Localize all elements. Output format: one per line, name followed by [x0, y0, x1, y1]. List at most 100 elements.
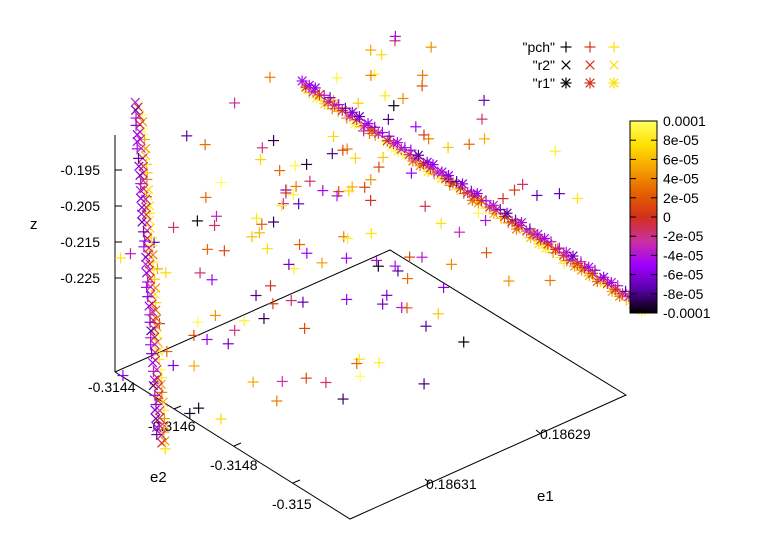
- data-point: [144, 207, 156, 219]
- data-point: [151, 413, 161, 424]
- data-point: [553, 188, 565, 200]
- data-point: [141, 252, 151, 263]
- data-point: [276, 375, 288, 387]
- data-point: [542, 238, 554, 250]
- data-point: [550, 243, 562, 255]
- colorbar-tick-label: 4e-05: [663, 171, 699, 187]
- e1-tick-mark: [424, 478, 431, 484]
- data-point: [353, 353, 365, 365]
- data-point: [181, 130, 193, 142]
- data-point: [132, 129, 142, 140]
- colorbar-tick-label: 0: [663, 209, 671, 225]
- data-point: [365, 194, 377, 206]
- data-point: [612, 280, 624, 292]
- data-point: [480, 195, 492, 207]
- data-point: [328, 131, 340, 143]
- data-point: [377, 151, 389, 163]
- data-point: [405, 167, 417, 179]
- data-point: [160, 267, 172, 279]
- data-point: [134, 161, 144, 171]
- data-point: [405, 144, 417, 156]
- data-point: [285, 295, 297, 307]
- data-point: [209, 309, 221, 321]
- data-point: [326, 148, 338, 160]
- z-axis-label: z: [30, 216, 38, 233]
- data-point: [131, 143, 143, 155]
- data-point: [419, 200, 431, 212]
- data-point: [481, 247, 493, 259]
- data-point: [117, 370, 129, 382]
- data-point: [456, 178, 468, 190]
- data-point: [150, 405, 160, 415]
- data-point: [353, 111, 365, 123]
- data-point: [453, 226, 465, 238]
- data-point: [560, 77, 572, 89]
- data-point: [598, 271, 610, 283]
- colorbar-tick-label: 0.0001: [663, 113, 706, 129]
- data-point: [365, 69, 377, 81]
- data-point: [320, 377, 332, 389]
- data-point: [258, 313, 270, 325]
- data-point: [299, 322, 311, 334]
- data-point: [150, 347, 160, 358]
- data-point: [331, 72, 343, 84]
- data-point: [435, 217, 447, 229]
- data-point: [218, 245, 230, 257]
- data-point: [261, 243, 273, 255]
- data-point: [124, 248, 136, 260]
- data-point: [379, 90, 391, 102]
- legend-label: "pch": [522, 39, 555, 55]
- data-point: [463, 138, 475, 150]
- data-point: [138, 241, 150, 253]
- data-point: [255, 154, 267, 166]
- data-point: [401, 302, 413, 314]
- data-point: [480, 214, 492, 226]
- data-point: [376, 127, 388, 139]
- data-point: [215, 177, 227, 189]
- data-point: [381, 289, 393, 301]
- data-point: [141, 281, 153, 293]
- data-point: [531, 189, 543, 201]
- colorbar-tick-label: -2e-05: [663, 228, 704, 244]
- data-point: [144, 316, 156, 328]
- data-point: [222, 338, 234, 350]
- data-point: [316, 257, 328, 269]
- data-point: [287, 189, 299, 201]
- data-point: [188, 360, 200, 372]
- data-point: [479, 133, 491, 145]
- data-point: [377, 298, 389, 310]
- data-point: [154, 413, 165, 423]
- data-point: [560, 41, 572, 53]
- data-point: [293, 198, 305, 210]
- data-point: [341, 143, 353, 155]
- data-point: [130, 105, 141, 115]
- data-point: [141, 268, 152, 278]
- legend-label: "r1": [533, 75, 555, 91]
- data-point: [418, 378, 430, 390]
- data-point: [132, 136, 142, 147]
- data-point: [301, 247, 313, 259]
- data-point: [290, 180, 302, 192]
- data-point: [256, 142, 268, 154]
- data-point: [549, 145, 561, 157]
- axes-frame: [114, 135, 628, 520]
- data-point: [432, 308, 444, 320]
- colorbar-tick-label: -6e-05: [663, 267, 704, 283]
- data-point: [201, 243, 213, 255]
- e1-tick-mark: [535, 429, 542, 435]
- data-point: [247, 376, 259, 388]
- data-point: [159, 421, 170, 431]
- data-point: [584, 41, 596, 53]
- data-point: [188, 329, 200, 341]
- data-point: [416, 80, 428, 92]
- data-point: [476, 113, 488, 125]
- data-point: [135, 185, 146, 196]
- data-point: [148, 365, 160, 377]
- data-point: [288, 263, 300, 275]
- data-point: [268, 135, 280, 147]
- data-point: [371, 254, 383, 266]
- colorbar-tick-label: -8e-05: [663, 286, 704, 302]
- e2-tick-mark: [233, 442, 242, 447]
- data-point: [382, 113, 394, 125]
- data-point: [135, 119, 145, 130]
